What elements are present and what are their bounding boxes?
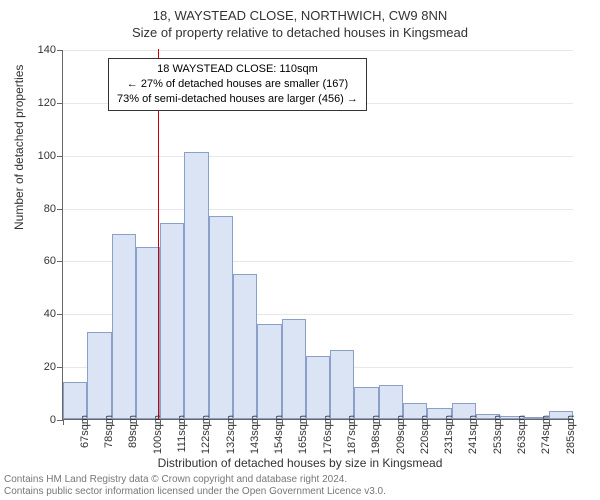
chart-area: 02040608010012014067sqm78sqm89sqm100sqm1… <box>62 50 572 420</box>
histogram-bar <box>160 223 184 419</box>
info-line-2: ← 27% of detached houses are smaller (16… <box>117 77 358 92</box>
x-tick <box>330 419 331 425</box>
x-tick-label: 176sqm <box>322 415 334 454</box>
x-tick <box>427 419 428 425</box>
y-tick-label: 140 <box>38 44 56 56</box>
x-tick <box>500 419 501 425</box>
x-tick-label: 143sqm <box>249 415 261 454</box>
histogram-bar <box>209 216 233 420</box>
histogram-bar <box>184 152 208 419</box>
x-tick-label: 198sqm <box>370 415 382 454</box>
page-sub-title: Size of property relative to detached ho… <box>0 25 600 40</box>
x-tick <box>379 419 380 425</box>
x-tick <box>112 419 113 425</box>
info-callout-box: 18 WAYSTEAD CLOSE: 110sqm ← 27% of detac… <box>108 58 367 111</box>
x-tick-label: 89sqm <box>127 415 139 448</box>
info-line-3: 73% of semi-detached houses are larger (… <box>117 92 358 107</box>
x-tick <box>306 419 307 425</box>
x-tick <box>452 419 453 425</box>
page-main-title: 18, WAYSTEAD CLOSE, NORTHWICH, CW9 8NN <box>0 8 600 23</box>
x-tick <box>257 419 258 425</box>
x-tick-label: 285sqm <box>565 415 577 454</box>
y-tick-label: 80 <box>44 203 56 215</box>
x-tick-label: 165sqm <box>297 415 309 454</box>
x-tick-label: 274sqm <box>540 415 552 454</box>
histogram-bar <box>233 274 257 419</box>
histogram-bar <box>330 350 354 419</box>
histogram-bar <box>257 324 281 419</box>
y-tick-label: 20 <box>44 361 56 373</box>
x-tick-label: 253sqm <box>492 415 504 454</box>
histogram-bar <box>282 319 306 419</box>
y-axis-title: Number of detached properties <box>12 65 26 230</box>
x-tick-label: 111sqm <box>176 415 188 453</box>
x-tick <box>573 419 574 425</box>
x-tick-label: 78sqm <box>103 415 115 448</box>
histogram-bar <box>136 247 160 419</box>
x-tick <box>549 419 550 425</box>
x-tick <box>87 419 88 425</box>
footer-line-1: Contains HM Land Registry data © Crown c… <box>4 474 386 486</box>
x-tick-label: 263sqm <box>516 415 528 454</box>
y-tick-label: 0 <box>50 414 56 426</box>
histogram-bar <box>63 382 87 419</box>
x-tick <box>233 419 234 425</box>
x-tick-label: 187sqm <box>346 415 358 454</box>
x-tick <box>476 419 477 425</box>
histogram-bar <box>379 385 403 419</box>
y-tick-label: 60 <box>44 255 56 267</box>
x-tick <box>209 419 210 425</box>
x-tick-label: 132sqm <box>225 415 237 454</box>
info-line-1: 18 WAYSTEAD CLOSE: 110sqm <box>117 62 358 77</box>
x-tick <box>160 419 161 425</box>
grid-line <box>63 209 573 210</box>
footer-line-2: Contains public sector information licen… <box>4 486 386 498</box>
x-tick <box>403 419 404 425</box>
x-tick <box>184 419 185 425</box>
x-tick-label: 100sqm <box>152 415 164 454</box>
y-tick-label: 40 <box>44 308 56 320</box>
histogram-bar <box>306 356 330 419</box>
x-tick-label: 209sqm <box>395 415 407 454</box>
x-tick-label: 231sqm <box>443 415 455 454</box>
histogram-bar <box>87 332 111 419</box>
x-tick <box>524 419 525 425</box>
y-tick-label: 120 <box>38 97 56 109</box>
x-tick-label: 122sqm <box>200 415 212 454</box>
footer-copyright: Contains HM Land Registry data © Crown c… <box>4 474 386 498</box>
x-tick-label: 220sqm <box>419 415 431 454</box>
x-tick <box>136 419 137 425</box>
x-tick-label: 154sqm <box>273 415 285 454</box>
grid-line <box>63 50 573 51</box>
y-tick-label: 100 <box>38 150 56 162</box>
x-tick-label: 67sqm <box>79 415 91 448</box>
histogram-bar <box>112 234 136 419</box>
x-tick <box>282 419 283 425</box>
x-axis-title: Distribution of detached houses by size … <box>0 456 600 470</box>
x-tick-label: 241sqm <box>467 415 479 454</box>
x-tick <box>63 419 64 425</box>
x-tick <box>354 419 355 425</box>
grid-line <box>63 156 573 157</box>
